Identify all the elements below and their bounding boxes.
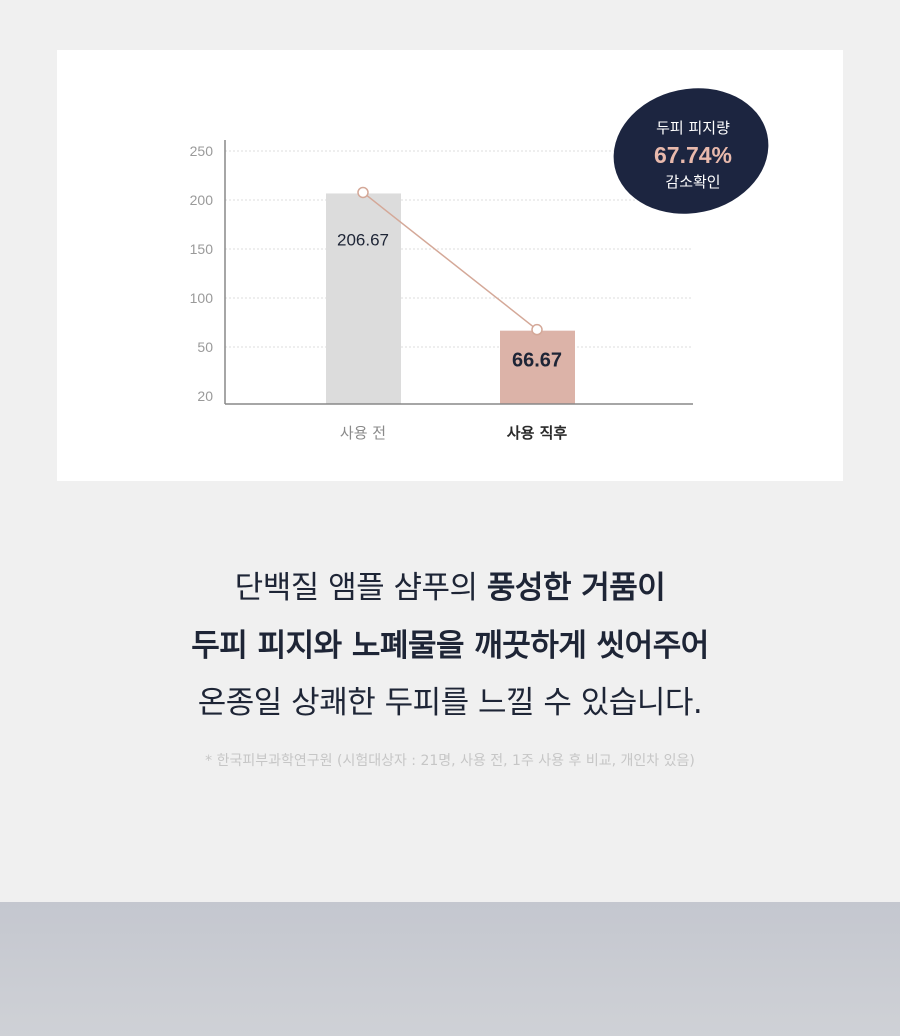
copy-text: 단백질 앰플 샴푸의 [234,570,487,606]
copy-line-2: 두피 피지와 노폐물을 깨끗하게 씻어주어 [191,628,709,664]
data-label: 66.67 [512,350,562,372]
badge-ellipse [613,88,769,214]
chart-card: 20 50 100 150 200 250 206.67 사용 전 66.67 사용 직후 두피 피… [57,50,843,481]
copy-line-1: 단백질 앰플 샴푸의 풍성한 거품이 [0,562,900,607]
y-tick-label: 50 [197,339,213,355]
badge-line-1: 두피 피지량 [656,119,730,137]
trend-point [531,323,543,336]
trend-point [357,186,369,199]
product-photo-background [0,902,900,1036]
copy-line-3: 온종일 상쾌한 두피를 느낄 수 있습니다. [197,685,703,721]
y-tick-label: 200 [190,192,214,208]
y-tick-label: 20 [197,388,213,404]
data-label: 206.67 [337,230,389,249]
bar-2 [500,330,575,404]
sebum-chart: 20 50 100 150 200 250 206.67 사용 전 66.67 사용 직후 두피 피… [190,88,769,442]
y-tick-label: 100 [190,290,214,306]
trend-line [362,191,538,331]
footnote: * 한국피부과학연구원 (시험대상자 : 21명, 사용 전, 1주 사용 후 … [205,753,695,769]
badge-line-3: 감소확인 [665,173,720,191]
badge-value: 67.74% [654,142,732,168]
y-tick-label: 150 [190,241,214,257]
y-tick-label: 250 [190,143,214,159]
x-tick-label: 사용 전 [340,424,386,442]
x-tick-label: 사용 직후 [507,424,568,442]
copy-highlight: 풍성한 거품이 [486,570,666,606]
bar-1 [326,193,401,404]
